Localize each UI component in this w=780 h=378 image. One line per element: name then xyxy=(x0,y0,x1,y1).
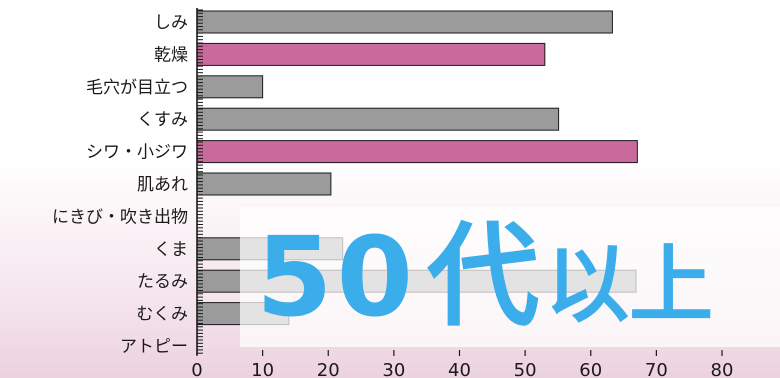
category-label: 乾燥 xyxy=(154,45,188,65)
category-label: むくみ xyxy=(136,305,188,325)
category-label: くま xyxy=(154,240,188,260)
bar-3 xyxy=(196,107,560,131)
category-label: アトピー xyxy=(120,337,188,357)
category-label: 毛穴が目立つ xyxy=(86,78,188,98)
category-label: たるみ xyxy=(137,272,188,292)
category-label: にきび・吹き出物 xyxy=(52,207,188,227)
x-tick-label: 80 xyxy=(711,360,734,378)
x-tick-label: 30 xyxy=(382,360,405,378)
category-label: くすみ xyxy=(137,110,188,130)
age-badge-dai: 代 xyxy=(427,212,540,342)
x-tick-label: 70 xyxy=(645,360,668,378)
x-tick-label: 40 xyxy=(448,360,471,378)
x-tick-label: 50 xyxy=(514,360,537,378)
x-tick-label: 60 xyxy=(579,360,602,378)
bar-2 xyxy=(196,75,264,99)
bar-4 xyxy=(196,140,638,164)
bar-1 xyxy=(196,42,546,66)
category-label: しみ xyxy=(154,13,188,33)
age-badge-number: 50 xyxy=(256,213,418,341)
age-badge: 50 代 以上 xyxy=(256,208,780,346)
category-label: シワ・小ジワ xyxy=(86,143,188,163)
age-badge-panel xyxy=(240,207,780,347)
x-tick-label: 0 xyxy=(191,360,202,378)
category-label: 肌あれ xyxy=(137,175,188,195)
age-badge-ijo: 以上 xyxy=(545,236,714,334)
x-tick-label: 20 xyxy=(317,360,340,378)
x-tick-label: 10 xyxy=(251,360,274,378)
bar-0 xyxy=(196,10,613,34)
bar-5 xyxy=(196,172,332,196)
